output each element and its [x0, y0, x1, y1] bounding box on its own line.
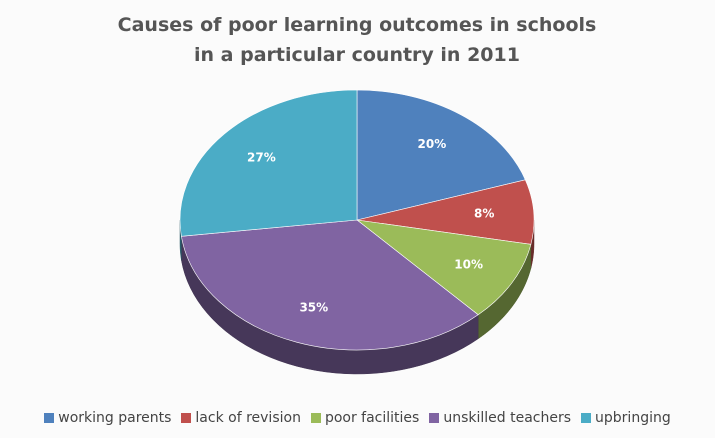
- legend-label: poor facilities: [324, 410, 420, 426]
- data-label: 8%: [474, 207, 494, 221]
- slice: [356, 89, 526, 221]
- legend-item: working parents: [44, 410, 171, 426]
- legend-item: upbringing: [581, 410, 671, 426]
- slice: [355, 219, 532, 316]
- legend-item: lack of revision: [181, 410, 301, 426]
- legend-label: upbringing: [595, 410, 671, 426]
- data-label: 10%: [454, 258, 483, 272]
- legend-label: unskilled teachers: [443, 410, 572, 426]
- chart-title: Causes of poor learning outcomes in scho…: [117, 14, 597, 66]
- legend-label: lack of revision: [195, 410, 301, 426]
- slice: [179, 89, 358, 237]
- legend: working parents lack of revision poor faci…: [0, 410, 715, 426]
- legend-item: unskilled teachers: [429, 410, 571, 426]
- legend-swatch: [310, 413, 321, 423]
- data-label: 35%: [299, 301, 328, 315]
- slice: [181, 219, 479, 351]
- data-label: 20%: [418, 137, 447, 151]
- slice: [356, 179, 535, 245]
- data-label: 27%: [247, 151, 276, 165]
- legend-item: poor facilities: [310, 410, 420, 426]
- legend-swatch: [44, 413, 55, 423]
- legend-label: working parents: [58, 410, 172, 426]
- pie-area: 20% 8% 10% 35% 27%: [179, 89, 535, 375]
- legend-swatch: [581, 413, 592, 423]
- legend-swatch: [181, 413, 192, 423]
- legend-swatch: [429, 413, 440, 423]
